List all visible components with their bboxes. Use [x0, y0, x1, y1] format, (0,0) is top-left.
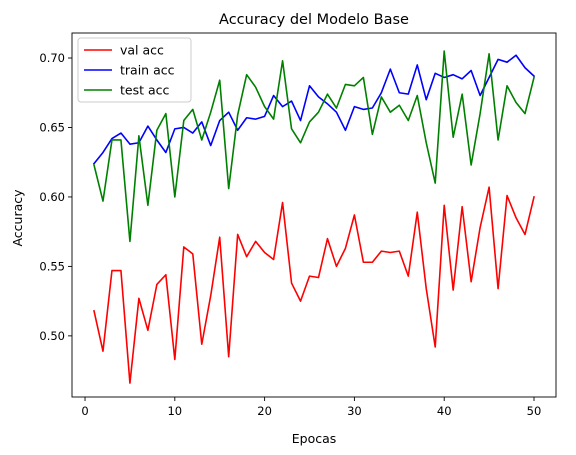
legend-box — [77, 37, 192, 103]
legend-label-test-acc: test acc — [120, 83, 170, 98]
x-tick-label: 0 — [81, 404, 88, 418]
x-tick-label: 50 — [527, 404, 542, 418]
y-tick-label: 0.60 — [39, 190, 65, 204]
series-line-test-acc — [93, 50, 535, 243]
x-tick-label: 40 — [437, 404, 452, 418]
x-tick-label: 30 — [347, 404, 362, 418]
x-axis-title: Epocas — [292, 431, 337, 446]
y-tick-label: 0.65 — [39, 120, 65, 134]
axes-frame — [71, 32, 557, 398]
plot-area: 0 10 20 30 40 50 0.50 0.55 0.60 0.65 0.70 — [39, 32, 557, 418]
legend-label-train-acc: train acc — [120, 63, 175, 78]
y-axis-title: Accuracy — [10, 189, 25, 247]
legend-label-val-acc: val acc — [120, 43, 164, 58]
y-tick-label: 0.70 — [39, 51, 65, 65]
legend: val acc train acc test acc — [77, 37, 192, 103]
y-tick-label: 0.55 — [39, 259, 65, 273]
x-tick-label: 20 — [257, 404, 272, 418]
series-line-val-acc — [93, 186, 535, 384]
chart-title: Accuracy del Modelo Base — [219, 12, 409, 28]
x-tick-label: 10 — [167, 404, 182, 418]
series-line-train-acc — [92, 54, 536, 165]
y-tick-label: 0.50 — [39, 329, 65, 343]
